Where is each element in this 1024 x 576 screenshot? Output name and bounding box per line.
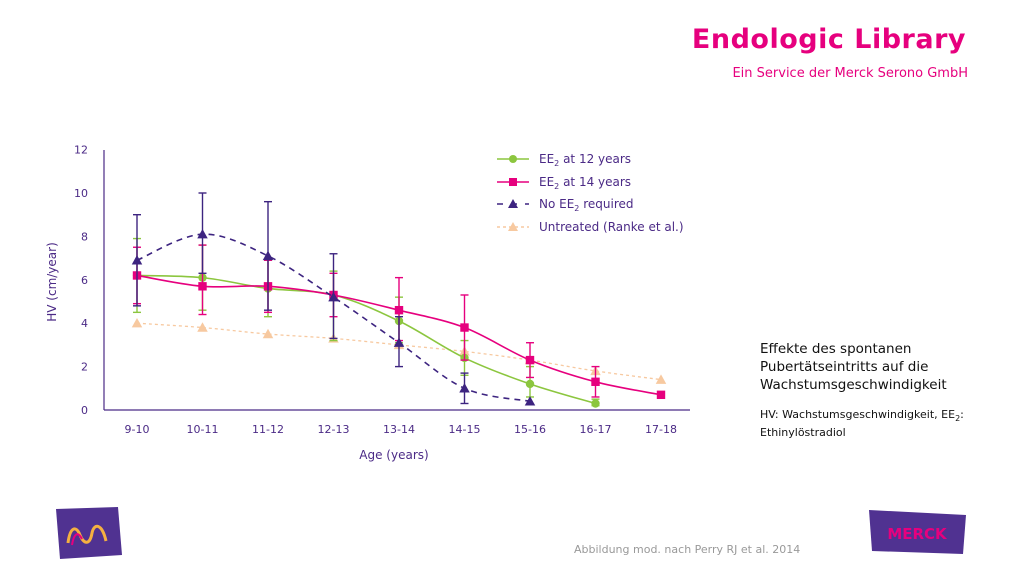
x-tick-label: 12-13 — [318, 423, 350, 436]
data-point — [394, 305, 404, 315]
y-tick-label: 12 — [74, 144, 88, 157]
data-point — [655, 374, 667, 384]
data-point — [591, 377, 600, 386]
data-point — [525, 379, 535, 389]
x-tick-label: 13-14 — [383, 423, 415, 436]
legend-label-subscript: 2 — [574, 204, 579, 213]
data-point — [591, 399, 600, 408]
data-point — [524, 396, 536, 406]
side-note-suffix: : Ethinylöstradiol — [760, 408, 964, 440]
side-note-prefix: HV: Wachstumsgeschwindigkeit, EE — [760, 408, 956, 421]
legend-label-rest: at 14 years — [559, 175, 631, 189]
data-point — [197, 228, 208, 239]
x-axis-label: Age (years) — [359, 448, 428, 462]
legend-item-1: EE2 at 14 years — [497, 175, 631, 191]
series-2 — [131, 192, 536, 406]
brand-title: Endologic Library — [691, 24, 966, 55]
x-tick-label: 16-17 — [580, 423, 612, 436]
data-point — [656, 390, 666, 400]
legend-label-main: EE — [539, 175, 554, 189]
chart-side-title: Effekte des spontanen Pubertätseintritts… — [760, 341, 947, 393]
legend-label-main: No EE — [539, 197, 574, 211]
x-tick-label: 15-16 — [514, 423, 546, 436]
source-citation: Abbildung mod. nach Perry RJ et al. 2014 — [574, 543, 801, 556]
legend-marker — [509, 178, 517, 186]
legend-label-subscript: 2 — [554, 182, 559, 191]
y-tick-label: 10 — [74, 187, 88, 200]
brand-subtitle: Ein Service der Merck Serono GmbH — [732, 66, 968, 81]
legend-label-main: Untreated (Ranke et al.) — [539, 220, 684, 234]
data-point — [262, 250, 274, 261]
x-tick-label: 17-18 — [645, 423, 677, 436]
data-point — [131, 317, 143, 328]
y-tick-label: 2 — [81, 361, 88, 374]
legend-label-subscript: 2 — [554, 159, 559, 168]
legend-label: Untreated (Ranke et al.) — [539, 220, 684, 234]
x-tick-label: 10-11 — [187, 423, 219, 436]
legend-label-rest: required — [579, 197, 633, 211]
x-tick-label: 11-12 — [252, 423, 284, 436]
data-point — [197, 322, 208, 332]
data-point — [460, 323, 469, 332]
legend-item-2: No EE2 required — [497, 197, 633, 213]
chart-side-note: HV: Wachstumsgeschwindigkeit, EE2: Ethin… — [760, 408, 1000, 440]
data-point — [393, 337, 405, 347]
series-line — [136, 322, 662, 381]
legend-marker — [508, 222, 518, 231]
data-point — [131, 255, 143, 265]
legend-label: No EE2 required — [539, 197, 633, 213]
legend-marker — [508, 199, 518, 208]
legend-marker — [509, 155, 517, 163]
data-point — [525, 355, 535, 365]
x-tick-label: 14-15 — [449, 423, 481, 436]
y-tick-label: 0 — [81, 404, 88, 417]
data-point — [459, 383, 470, 393]
y-axis-label: HV (cm/year) — [45, 242, 59, 322]
legend-item-3: Untreated (Ranke et al.) — [497, 220, 684, 234]
y-tick-label: 6 — [81, 274, 88, 287]
side-note-subscript: 2 — [955, 414, 961, 424]
merck-wordmark-logo-icon: MERCK — [869, 510, 966, 554]
data-point — [262, 328, 274, 339]
data-point — [328, 291, 339, 302]
data-point — [198, 282, 207, 291]
legend-label-rest: at 12 years — [559, 152, 631, 166]
legend-label: EE2 at 12 years — [539, 152, 631, 168]
legend-label-main: EE — [539, 152, 554, 166]
series-line — [136, 274, 596, 405]
y-tick-label: 4 — [81, 317, 88, 330]
merck-m-logo-icon — [56, 507, 122, 559]
merck-wordmark-text: MERCK — [887, 525, 948, 543]
legend-label: EE2 at 14 years — [539, 175, 631, 191]
y-tick-label: 8 — [81, 230, 88, 243]
legend-item-0: EE2 at 12 years — [497, 152, 631, 168]
x-tick-label: 9-10 — [125, 423, 150, 436]
